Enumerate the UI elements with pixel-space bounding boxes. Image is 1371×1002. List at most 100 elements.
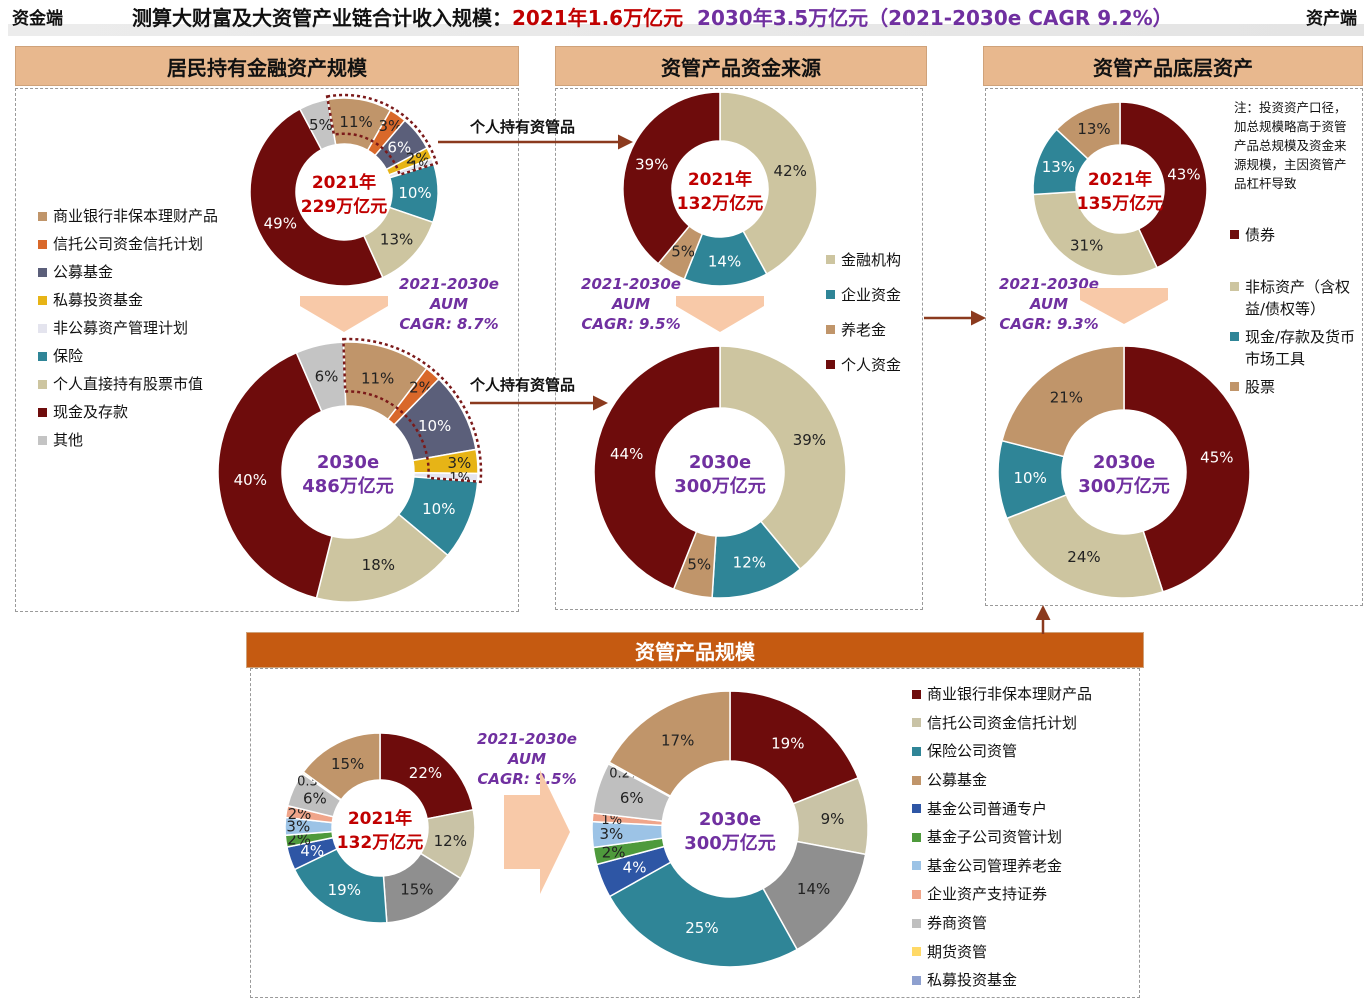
legend-item: 公募基金: [38, 258, 218, 286]
legend-label: 保险公司资管: [927, 742, 1018, 761]
legend-swatch: [912, 947, 921, 957]
legend-item: 非标资产（含权益/债权等）: [1230, 276, 1360, 320]
donut-center-value: 132万亿元: [337, 832, 424, 853]
donut-center-label: 2021年: [348, 808, 412, 829]
title-prefix: 测算大财富及大资管产业链合计收入规模：: [132, 6, 512, 30]
slice-label: 25%: [685, 919, 718, 937]
page-title: 测算大财富及大资管产业链合计收入规模：2021年1.6万亿元 2030年3.5万…: [132, 2, 1173, 31]
pie-slice: [622, 91, 721, 265]
title-2030: 2030年3.5万亿元（2021-2030e CAGR 9.2%）: [697, 6, 1173, 30]
slice-label: 44%: [610, 445, 643, 463]
donut-center-label: 2030e: [1093, 452, 1155, 473]
legend-label: 期货资管: [927, 942, 988, 961]
flow-label-2030: 个人持有资管品: [470, 376, 576, 394]
legend-item: 信托公司资金信托计划: [38, 230, 218, 258]
slice-label: 10%: [422, 500, 455, 518]
donut-center-value: 300万亿元: [684, 832, 776, 854]
legend-swatch: [1230, 332, 1239, 341]
legend-swatch: [1230, 282, 1239, 291]
slice-label: 3%: [286, 818, 310, 836]
household-cagr: 2021-2030e AUM CAGR: 8.7%: [392, 274, 506, 334]
underlying-note: 注：投资资产口径，加总规模略高于资管产品总规模及资金来源规模，主因资管产品杠杆导…: [1234, 100, 1347, 191]
slice-label: 2%: [602, 843, 626, 861]
legend-label: 私募投资基金: [927, 971, 1018, 990]
legend-label: 个人资金: [841, 355, 902, 374]
legend-swatch: [38, 435, 47, 445]
legend-swatch: [912, 889, 921, 899]
slice-label: 14%: [797, 880, 830, 898]
legend-label: 基金公司普通专户: [927, 799, 1048, 818]
legend-label: 非公募资产管理计划: [53, 319, 189, 337]
legend-label: 信托公司资金信托计划: [927, 713, 1078, 732]
legend-item: 现金/存款及货币市场工具: [1230, 326, 1360, 370]
legend-item: 基金公司普通专户: [912, 794, 1092, 823]
legend-swatch: [912, 804, 921, 814]
slice-label: 13%: [380, 231, 413, 249]
cagr-line: CAGR: 9.5%: [477, 770, 577, 788]
funding-cagr: 2021-2030e AUM CAGR: 9.5%: [574, 274, 688, 334]
pie-slice: [593, 345, 721, 591]
flow-label-2021: 个人持有资管品: [470, 118, 576, 136]
legend-item: 保险公司资管: [912, 737, 1092, 766]
legend-item: 个人直接持有股票市值: [38, 370, 218, 398]
legend-label: 商业银行非保本理财产品: [53, 207, 219, 225]
funding-side-label: 资金端: [12, 9, 63, 29]
donut-center-label: 2030e: [699, 809, 761, 830]
legend-swatch: [38, 323, 47, 333]
pie-slice: [295, 341, 347, 413]
underlying-legend: 债券 非标资产（含权益/债权等） 现金/存款及货币市场工具 股票: [1230, 224, 1360, 398]
slice-label: 19%: [771, 735, 804, 753]
growth-arrow-aum: [504, 770, 570, 894]
legend-label: 股票: [1245, 378, 1276, 396]
donut-center-value: 300万亿元: [674, 475, 766, 497]
slice-label: 3%: [600, 825, 624, 843]
donut-center-value: 229万亿元: [301, 196, 388, 217]
slice-label: 13%: [1042, 158, 1075, 176]
cagr-line: AUM: [611, 295, 651, 313]
cagr-line: CAGR: 9.5%: [581, 315, 681, 333]
slice-label: 40%: [234, 471, 267, 489]
legend-label: 金融机构: [841, 250, 902, 269]
legend-swatch: [912, 746, 921, 756]
legend-item: 债券: [1230, 224, 1360, 246]
slice-label: 21%: [1050, 389, 1083, 407]
legend-label: 商业银行非保本理财产品: [927, 685, 1093, 704]
cagr-line: 2021-2030e: [999, 275, 1099, 293]
slice-label: 14%: [708, 252, 741, 270]
growth-arrow-funding: [676, 296, 764, 332]
pie-slice: [719, 91, 818, 276]
slice-label: 3%: [448, 454, 472, 472]
growth-arrow-underlying: [1080, 288, 1168, 324]
slice-label: 31%: [1070, 236, 1103, 254]
legend-item: 企业资金: [826, 277, 901, 312]
pie-slice: [1119, 101, 1208, 269]
underlying-section-header: 资管产品底层资产: [983, 46, 1363, 86]
slice-label: 4%: [300, 842, 324, 860]
slice-label: 43%: [1167, 166, 1200, 184]
pie-slice: [379, 732, 475, 820]
legend-item: 基金公司管理养老金: [912, 852, 1092, 881]
aum-legend: 商业银行非保本理财产品 信托公司资金信托计划 保险公司资管 公募基金 基金公司普…: [912, 680, 1092, 995]
legend-label: 基金公司管理养老金: [927, 856, 1063, 875]
donut-center-value: 132万亿元: [677, 193, 764, 214]
legend-item: 信托公司资金信托计划: [912, 709, 1092, 738]
slice-label: 6%: [315, 367, 339, 385]
pie-slice: [1055, 101, 1121, 160]
cagr-line: CAGR: 9.3%: [999, 315, 1099, 333]
cagr-line: 2021-2030e: [399, 275, 499, 293]
slice-label: 10%: [1014, 469, 1047, 487]
slice-label: 24%: [1067, 548, 1100, 566]
underlying-section-box: [985, 88, 1363, 606]
legend-swatch: [912, 975, 921, 985]
legend-item: 保险: [38, 342, 218, 370]
title-2021: 2021年1.6万亿元: [512, 6, 684, 30]
header-band: [8, 24, 1364, 36]
funding-legend: 金融机构 企业资金 养老金 个人资金: [826, 242, 901, 382]
legend-swatch: [38, 295, 47, 305]
pie-slice: [608, 690, 731, 798]
pie-slice: [719, 345, 847, 571]
